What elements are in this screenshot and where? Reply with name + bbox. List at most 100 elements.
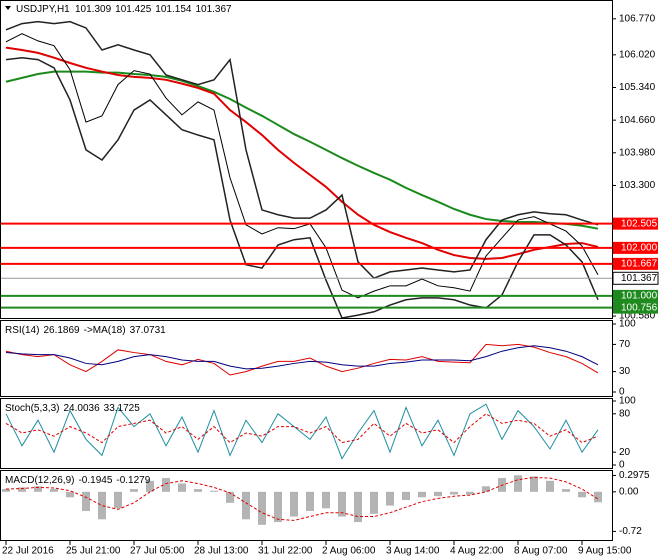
level-tag (613, 257, 658, 270)
level-tag (613, 301, 658, 314)
stoch-title: Stoch(5,3,3) (5, 403, 59, 414)
y-tick-label: 103.300 (619, 180, 656, 191)
series-line (5, 413, 599, 444)
marks (0, 20, 612, 525)
histogram-bar (210, 490, 218, 492)
macd-readout: -0.1945 (78, 475, 112, 486)
histogram-bar (34, 486, 42, 492)
histogram-bar (18, 487, 26, 492)
x-tick-label: 9 Aug 15:00 (578, 546, 632, 557)
x-tick-label: 25 Jul 21:00 (66, 546, 121, 557)
level-label: 102.505 (621, 218, 658, 229)
y-tick-label: 80 (619, 408, 631, 419)
histogram-bar (338, 491, 346, 517)
rsi-title: RSI(14) (5, 325, 39, 336)
histogram-bar (2, 489, 10, 492)
histogram-bar (194, 489, 202, 492)
open: 101.309 (75, 4, 112, 15)
histogram-bar (578, 491, 586, 498)
histogram-bar (530, 476, 538, 492)
main-header: USDJPY,H1 101.309 101.425 101.154 101.367 (16, 4, 232, 15)
macd-readout: -0.1279 (116, 475, 150, 486)
series-line (5, 345, 599, 370)
macd-header: MACD(12,26,9) -0.1945 -0.1279 (5, 475, 151, 486)
x-tick-label: 8 Aug 07:00 (514, 546, 568, 557)
histogram-bar (466, 491, 474, 495)
y-tick-label: 104.660 (619, 115, 656, 126)
last-price-tag (612, 271, 659, 285)
rsi-header: RSI(14) 26.1869 ->MA(18) 37.0731 (5, 325, 166, 336)
series-line (5, 46, 599, 260)
histogram-bar (354, 491, 362, 523)
level-tag (613, 217, 658, 230)
high: 101.425 (115, 4, 152, 15)
histogram-bar (418, 491, 426, 498)
level-label: 102.000 (621, 243, 658, 254)
y-tick-label: 0 (619, 387, 625, 398)
histogram-bar (482, 486, 490, 492)
x-tick-label: 22 Jul 2016 (2, 546, 54, 557)
series-line (5, 20, 599, 280)
histogram-bar (450, 491, 458, 495)
menu-arrow[interactable] (5, 6, 11, 10)
y-tick-label: 106.770 (619, 13, 656, 24)
y-tick-label: 20 (619, 447, 631, 458)
level-label: 101.000 (621, 291, 658, 302)
macd-panel (0, 470, 613, 541)
histogram-bar (434, 491, 442, 497)
histogram-bar (402, 491, 410, 501)
y-tick-label: 0.00 (619, 486, 639, 497)
histogram-bar (50, 489, 58, 492)
histogram-bar (370, 491, 378, 514)
low: 101.154 (155, 4, 192, 15)
level-label: 100.756 (621, 302, 658, 313)
series-line (5, 70, 599, 230)
level-label: 101.667 (621, 259, 658, 270)
histogram-bar (146, 480, 154, 492)
rsi-panel (0, 320, 613, 397)
histogram-bar (514, 475, 522, 492)
series-line (5, 343, 599, 376)
histogram-bar (82, 491, 90, 512)
y-tick-label: -0.72 (619, 526, 642, 537)
rsi-readout: 26.1869 (43, 325, 80, 336)
x-tick-label: 3 Aug 14:00 (386, 546, 440, 557)
level-tag (613, 289, 658, 302)
y-tick-label: 100 (619, 319, 636, 330)
histogram-bar (242, 491, 250, 520)
series-line (5, 403, 599, 460)
series-line (5, 33, 599, 299)
x-tick-label: 4 Aug 22:00 (450, 546, 504, 557)
histogram-bar (178, 483, 186, 492)
ma-readout: 37.0731 (130, 325, 167, 336)
y-tick-label: 70 (619, 339, 631, 350)
close: 101.367 (195, 4, 232, 15)
histogram-bar (546, 480, 554, 492)
histogram-bar (114, 491, 122, 509)
last-price-label: 101.367 (621, 273, 658, 284)
histogram-bar (162, 478, 170, 492)
stoch-header: Stoch(5,3,3) 24.0036 33.1725 (5, 403, 140, 414)
histogram-bar (386, 491, 394, 506)
histogram-bar (98, 491, 106, 520)
level-tag (613, 241, 658, 254)
series-line (5, 56, 599, 319)
stoch-panel (0, 398, 613, 469)
ma-label: ->MA(18) (84, 325, 126, 336)
symbol: USDJPY,H1 (16, 4, 70, 15)
histogram-bar (130, 489, 138, 492)
y-tick-label: 0 (619, 460, 625, 471)
histogram-bar (562, 489, 570, 492)
histogram-bar (258, 491, 266, 525)
histogram-bar (306, 491, 314, 512)
x-tick-label: 2 Aug 06:00 (322, 546, 376, 557)
series-line (5, 476, 599, 521)
y-tick-label: 30 (619, 366, 631, 377)
stoch-readout: 33.1725 (104, 403, 141, 414)
y-tick-label: 103.980 (619, 147, 656, 158)
stoch-readout: 24.0036 (63, 403, 100, 414)
main-panel (0, 0, 613, 319)
x-tick-label: 27 Jul 05:00 (130, 546, 185, 557)
